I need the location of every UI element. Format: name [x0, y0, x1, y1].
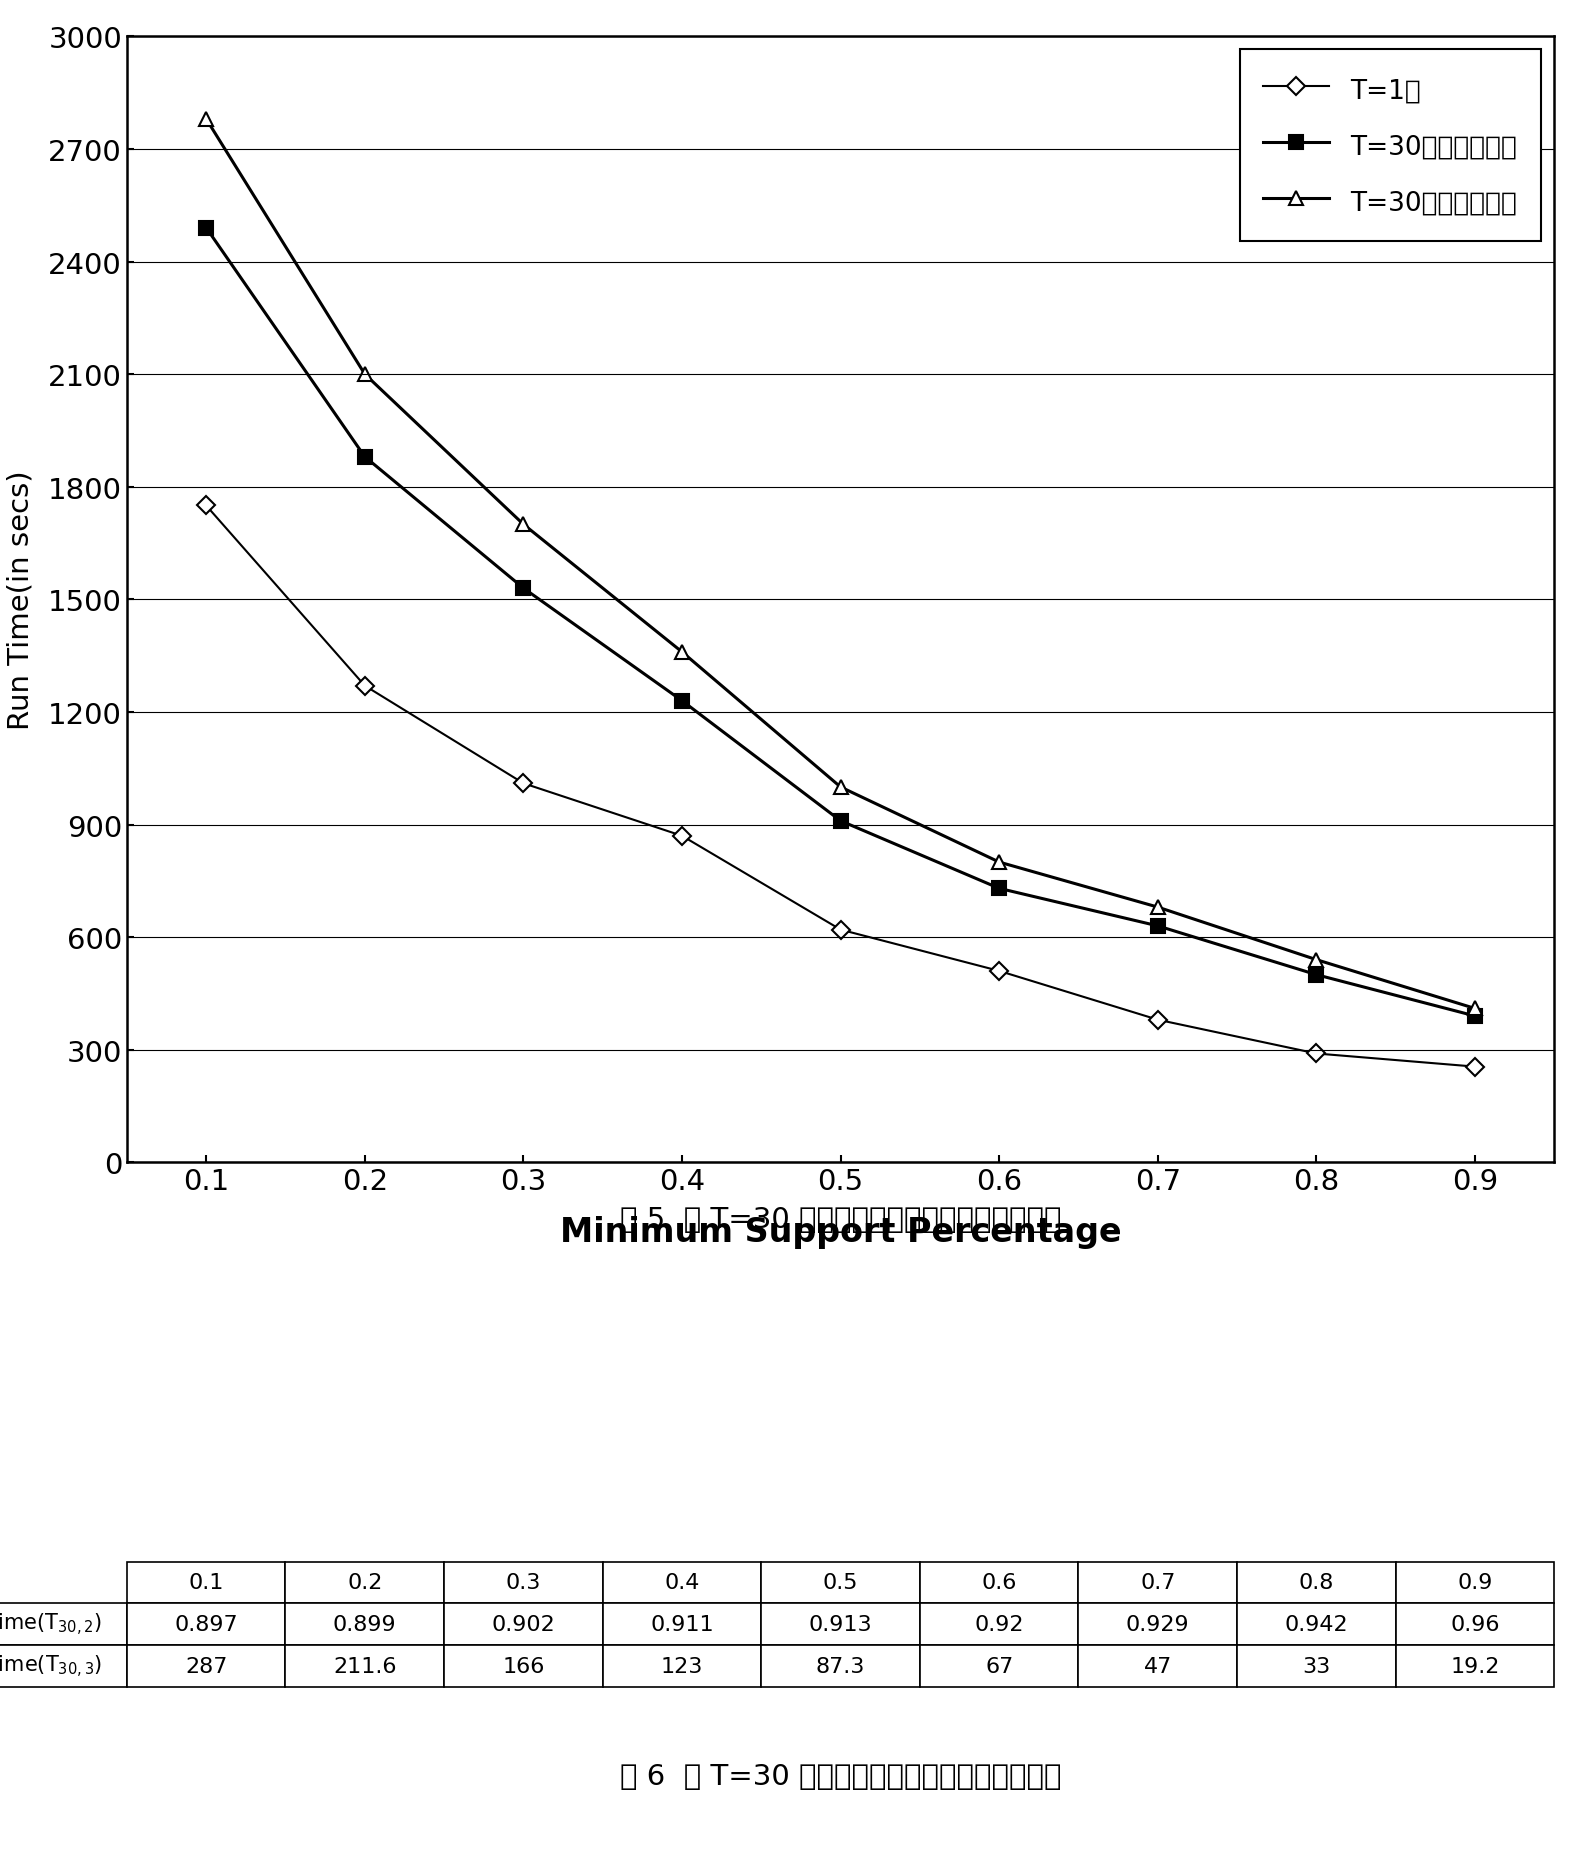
T=1天	[355, 675, 374, 697]
T=30天（思路二）	[990, 852, 1009, 874]
Y-axis label: Run Time(in secs): Run Time(in secs)	[6, 470, 35, 729]
T=1天	[197, 496, 216, 518]
Line: T=30天（思路三）: T=30天（思路三）	[200, 222, 1481, 1023]
T=30天（思路三）	[197, 218, 216, 240]
T=30天（思路二）	[197, 108, 216, 130]
Text: 图 5  当 T=30 天思路二和思路三的运行时间比较: 图 5 当 T=30 天思路二和思路三的运行时间比较	[620, 1204, 1061, 1232]
T=1天	[1307, 1042, 1326, 1064]
T=30天（思路二）	[1148, 897, 1167, 919]
T=1天	[1148, 1008, 1167, 1031]
T=30天（思路三）	[1465, 1005, 1484, 1027]
T=30天（思路三）	[990, 878, 1009, 900]
Legend: T=1天, T=30天（思路三）, T=30天（思路二）: T=1天, T=30天（思路三）, T=30天（思路二）	[1240, 50, 1542, 242]
T=30天（思路三）	[1307, 964, 1326, 986]
T=30天（思路三）	[514, 578, 533, 600]
T=30天（思路二）	[514, 514, 533, 537]
T=30天（思路二）	[1307, 949, 1326, 971]
T=30天（思路二）	[672, 641, 691, 664]
Text: 图 6  当 T=30 天思路二和思路三的运行时间比较: 图 6 当 T=30 天思路二和思路三的运行时间比较	[620, 1761, 1061, 1789]
T=1天	[514, 774, 533, 796]
T=1天	[831, 919, 850, 941]
T=30天（思路三）	[355, 445, 374, 468]
T=30天（思路二）	[1465, 997, 1484, 1020]
Line: T=30天（思路二）: T=30天（思路二）	[200, 114, 1481, 1016]
Line: T=1天: T=1天	[200, 500, 1481, 1074]
T=1天	[990, 960, 1009, 982]
T=30天（思路二）	[831, 777, 850, 800]
T=30天（思路三）	[672, 690, 691, 712]
T=1天	[1465, 1055, 1484, 1077]
X-axis label: Minimum Support Percentage: Minimum Support Percentage	[560, 1215, 1121, 1249]
T=30天（思路三）	[831, 811, 850, 833]
T=30天（思路三）	[1148, 915, 1167, 938]
T=30天（思路二）	[355, 363, 374, 386]
T=1天	[672, 826, 691, 848]
